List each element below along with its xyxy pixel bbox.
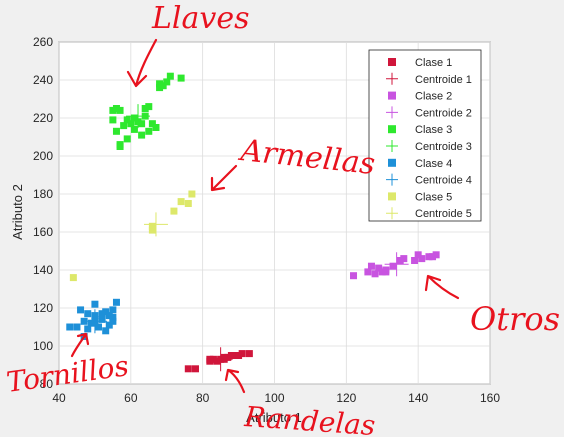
- data-point-clase-4: [73, 324, 80, 331]
- legend-label-centroide-1: Centroide 1: [415, 74, 472, 86]
- data-point-clase-5: [178, 198, 185, 205]
- data-point-clase-2: [350, 272, 357, 279]
- annotation-llaves: Llaves: [151, 1, 250, 36]
- legend-label-clase-5: Clase 5: [415, 191, 452, 203]
- legend-marker-clase-2: [388, 92, 396, 100]
- legend-label-clase-4: Clase 4: [415, 158, 452, 170]
- legend-label-clase-2: Clase 2: [415, 91, 452, 103]
- legend-marker-clase-5: [388, 192, 396, 200]
- x-tick-label: 80: [196, 391, 210, 405]
- data-point-clase-1: [192, 365, 199, 372]
- legend-label-centroide-2: Centroide 2: [415, 107, 472, 119]
- y-tick-label: 120: [33, 301, 53, 315]
- data-point-clase-1: [185, 365, 192, 372]
- y-tick-label: 100: [33, 339, 53, 353]
- data-point-clase-1: [239, 350, 246, 357]
- legend-marker-clase-1: [388, 58, 396, 66]
- data-point-clase-3: [131, 126, 138, 133]
- data-point-clase-5: [185, 200, 192, 207]
- data-point-clase-4: [95, 324, 102, 331]
- legend-marker-clase-3: [388, 125, 396, 133]
- data-point-clase-4: [66, 324, 73, 331]
- data-point-clase-4: [84, 310, 91, 317]
- data-point-clase-3: [167, 73, 174, 80]
- annotation-randelas: Randelas: [243, 400, 377, 437]
- legend-marker-clase-4: [388, 159, 396, 167]
- y-tick-label: 140: [33, 263, 53, 277]
- legend-label-centroide-5: Centroide 5: [415, 208, 472, 220]
- annotation-tornillos: Tornillos: [4, 349, 130, 399]
- data-point-clase-2: [433, 251, 440, 258]
- data-point-clase-3: [117, 107, 124, 114]
- annotation-otros: Otros: [470, 300, 560, 338]
- data-point-clase-3: [138, 120, 145, 127]
- data-point-clase-3: [113, 128, 120, 135]
- data-point-clase-3: [109, 116, 116, 123]
- y-tick-label: 260: [33, 35, 53, 49]
- x-tick-label: 60: [124, 391, 138, 405]
- data-point-clase-3: [124, 135, 131, 142]
- data-point-clase-3: [138, 132, 145, 139]
- data-point-clase-3: [145, 103, 152, 110]
- y-tick-label: 240: [33, 73, 53, 87]
- data-point-clase-2: [390, 263, 397, 270]
- data-point-clase-5: [170, 208, 177, 215]
- data-point-clase-4: [109, 306, 116, 313]
- x-tick-label: 120: [336, 391, 356, 405]
- data-point-clase-1: [246, 350, 253, 357]
- data-point-clase-4: [109, 314, 116, 321]
- data-point-clase-2: [418, 255, 425, 262]
- data-point-clase-4: [113, 299, 120, 306]
- y-tick-label: 180: [33, 187, 53, 201]
- data-point-clase-5: [149, 223, 156, 230]
- data-point-clase-5: [70, 274, 77, 281]
- data-point-clase-3: [117, 143, 124, 150]
- data-point-clase-5: [188, 191, 195, 198]
- data-point-clase-2: [400, 255, 407, 262]
- y-tick-label: 160: [33, 225, 53, 239]
- legend-label-clase-1: Clase 1: [415, 57, 452, 69]
- data-point-clase-4: [91, 301, 98, 308]
- x-tick-label: 140: [408, 391, 428, 405]
- data-point-clase-3: [178, 75, 185, 82]
- data-point-clase-3: [152, 124, 159, 131]
- x-tick-label: 160: [480, 391, 500, 405]
- data-point-clase-2: [368, 263, 375, 270]
- y-tick-label: 220: [33, 111, 53, 125]
- data-point-clase-4: [77, 306, 84, 313]
- x-tick-label: 40: [52, 391, 66, 405]
- y-tick-label: 200: [33, 149, 53, 163]
- y-axis-label: Atributo 2: [10, 184, 25, 240]
- legend: Clase 1 Centroide 1 Clase 2 Centroide 2 Clas…: [369, 50, 481, 221]
- legend-label-centroide-4: Centroide 4: [415, 175, 472, 187]
- data-point-clase-3: [145, 128, 152, 135]
- data-point-clase-2: [382, 268, 389, 275]
- legend-label-clase-3: Clase 3: [415, 124, 452, 136]
- legend-label-centroide-3: Centroide 3: [415, 141, 472, 153]
